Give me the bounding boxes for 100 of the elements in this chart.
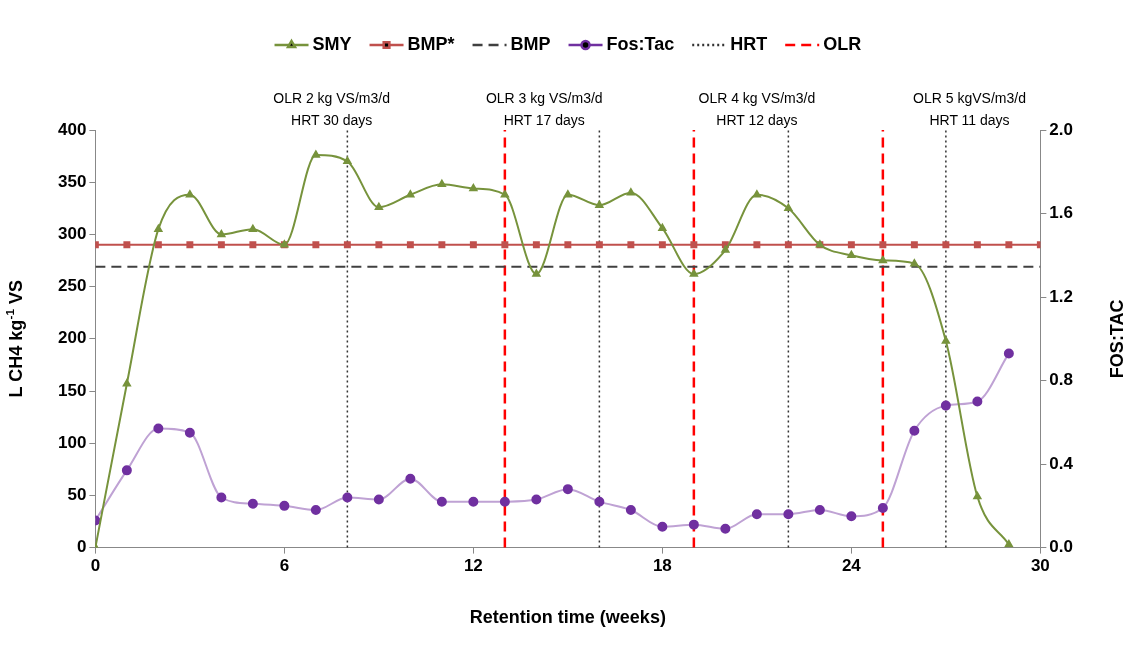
y2-tick-label: 2.0: [1049, 119, 1074, 139]
legend-label: Fos:Tac: [606, 33, 675, 54]
point: [186, 241, 194, 249]
text: OLR 5 kgVS/m3/d HRT 11 days: [913, 89, 1026, 128]
text: OLR 4 kg VS/m3/d HRT 12 days: [698, 89, 816, 128]
point: [373, 494, 384, 505]
legend-label: BMP*: [407, 33, 455, 54]
x-tick-label: 12: [463, 556, 483, 576]
point: [531, 494, 542, 505]
point: [940, 400, 951, 411]
point: [942, 241, 950, 249]
point: [153, 423, 164, 434]
point: [594, 496, 605, 507]
x-axis-title: Retention time (weeks): [469, 606, 666, 627]
point: [343, 241, 351, 249]
point: [658, 241, 666, 249]
point: [154, 224, 163, 232]
point: [247, 498, 258, 509]
point: [847, 241, 855, 249]
y-tick-label: 250: [57, 276, 87, 296]
x-tick-label: 18: [652, 556, 672, 576]
point: [375, 241, 383, 249]
point: [469, 183, 478, 192]
point: [658, 223, 667, 231]
x-tick-label: 30: [1030, 556, 1050, 576]
point: [532, 241, 540, 249]
point: [814, 505, 825, 516]
point: [184, 427, 195, 438]
point: [310, 505, 321, 516]
x-tick-label: 6: [279, 556, 290, 576]
point: [910, 259, 919, 267]
point: [627, 241, 635, 249]
y-tick-label: 200: [57, 328, 87, 348]
y-tick-label: 350: [57, 171, 87, 191]
point: [625, 505, 636, 516]
point: [626, 188, 635, 196]
point: [877, 502, 888, 513]
point: [784, 241, 792, 249]
y2-tick-label: 0.8: [1049, 370, 1074, 390]
point: [972, 396, 983, 407]
point: [121, 465, 132, 476]
point: [374, 202, 383, 211]
y2-tick-label: 0.0: [1049, 537, 1074, 557]
point: [784, 203, 793, 212]
y-tick-label: 0: [76, 537, 87, 557]
point: [123, 241, 131, 249]
point: [563, 190, 572, 198]
point: [501, 241, 509, 249]
y2-axis-title: FOS:TAC: [1107, 299, 1128, 379]
y-tick-label: 300: [57, 224, 87, 244]
point: [405, 473, 416, 484]
point: [910, 241, 918, 249]
point: [469, 241, 477, 249]
point: [500, 190, 509, 198]
point: [689, 269, 698, 277]
point: [595, 200, 604, 208]
x-tick-label: 24: [841, 556, 862, 576]
point: [564, 241, 572, 249]
y-axis-title: L CH4 kg-1 VS: [3, 280, 27, 398]
point: [217, 241, 225, 249]
point: [438, 241, 446, 249]
y-tick-label: 100: [57, 432, 87, 452]
point: [879, 241, 887, 249]
point: [312, 241, 320, 249]
point: [1005, 241, 1013, 249]
point: [752, 190, 761, 198]
point: [973, 491, 982, 500]
point: [720, 523, 731, 534]
point: [1004, 539, 1013, 548]
text: OLR 3 kg VS/m3/d HRT 17 days: [485, 89, 603, 128]
point: [595, 241, 603, 249]
point: [437, 179, 446, 188]
point: [690, 241, 698, 249]
point: [248, 224, 257, 232]
point: [973, 241, 981, 249]
point: [688, 519, 699, 530]
y-tick-label: 400: [57, 119, 87, 139]
text: OLR 2 kg VS/m3/d HRT 30 days: [273, 89, 390, 128]
point: [342, 492, 353, 503]
y2-tick-label: 1.6: [1049, 203, 1074, 223]
point: [562, 484, 573, 495]
point: [468, 496, 479, 507]
point: [279, 500, 290, 511]
point: [847, 250, 856, 259]
point: [783, 509, 794, 520]
y-tick-label: 50: [67, 485, 87, 505]
point: [154, 241, 162, 249]
point: [721, 245, 730, 253]
point: [185, 190, 194, 198]
point: [846, 511, 857, 522]
point: [499, 496, 510, 507]
legend-label: BMP: [510, 33, 551, 54]
point: [122, 379, 131, 387]
legend-label: SMY: [312, 33, 352, 54]
point: [941, 336, 950, 344]
point: [217, 229, 226, 238]
point: [1003, 348, 1014, 359]
legend-label: OLR: [823, 33, 862, 54]
point: [753, 241, 761, 249]
point: [532, 269, 541, 277]
